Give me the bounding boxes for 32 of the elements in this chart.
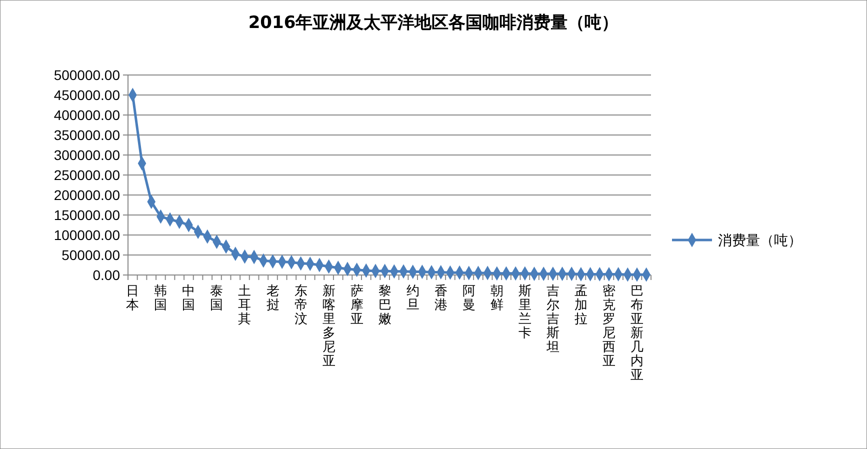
y-tick-label: 400000.00 <box>54 106 120 123</box>
legend-label: 消费量（吨） <box>718 232 802 249</box>
x-tick-label: 巴布亚新几内亚 <box>630 284 644 383</box>
x-tick-label: 日本 <box>126 284 140 313</box>
y-tick-label: 0.00 <box>92 266 120 283</box>
x-tick-label: 萨摩亚 <box>350 284 364 327</box>
x-tick-label: 韩国 <box>154 284 168 313</box>
y-tick-label: 500000.00 <box>54 66 120 83</box>
x-tick-label: 香港 <box>434 284 448 313</box>
x-tick-label: 老挝 <box>266 284 280 313</box>
x-tick-label: 阿曼 <box>462 284 476 313</box>
x-tick-label: 约旦 <box>406 284 420 313</box>
x-tick-label: 东帝汶 <box>294 284 308 327</box>
y-tick-label: 100000.00 <box>54 226 120 243</box>
x-tick-label: 密克罗尼西亚 <box>602 284 616 369</box>
x-tick-label: 新喀里多尼亚 <box>322 284 336 369</box>
y-tick-label: 250000.00 <box>54 166 120 183</box>
x-tick-label: 孟加拉 <box>574 284 588 327</box>
y-tick-label: 350000.00 <box>54 126 120 143</box>
y-tick-label: 450000.00 <box>54 86 120 103</box>
x-tick-label: 中国 <box>182 284 196 313</box>
chart-title: 2016年亚洲及太平洋地区各国咖啡消费量（吨） <box>248 13 619 33</box>
x-tick-label: 土耳其 <box>238 284 252 327</box>
x-tick-label: 朝鲜 <box>490 284 504 313</box>
y-tick-label: 50000.00 <box>62 246 120 263</box>
y-tick-label: 200000.00 <box>54 186 120 203</box>
y-tick-label: 150000.00 <box>54 206 120 223</box>
x-tick-label: 黎巴嫩 <box>378 284 392 327</box>
x-tick-label: 斯里兰卡 <box>518 284 532 341</box>
y-tick-label: 300000.00 <box>54 146 120 163</box>
x-tick-label: 吉尔吉斯坦 <box>545 284 560 355</box>
x-tick-label: 泰国 <box>210 284 224 313</box>
